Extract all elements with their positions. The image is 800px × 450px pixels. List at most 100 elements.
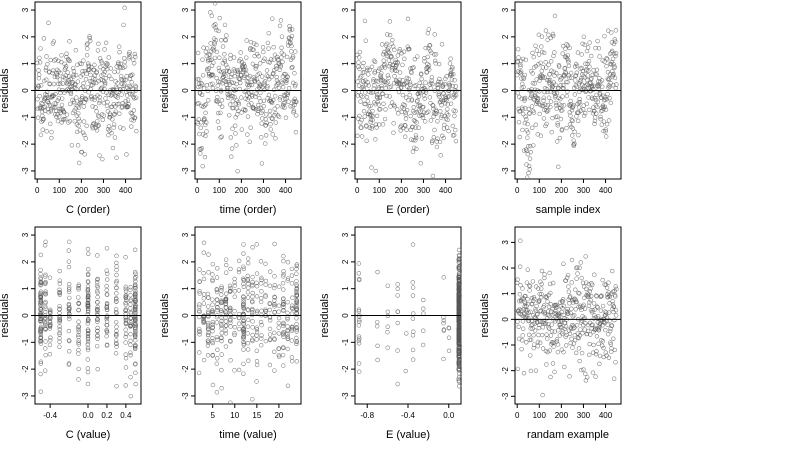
data-point [534, 48, 540, 53]
data-point [35, 115, 41, 120]
data-point [205, 332, 211, 338]
data-point [257, 83, 263, 89]
data-point [76, 295, 81, 300]
data-point [611, 82, 616, 88]
data-point [91, 80, 96, 86]
data-point [103, 40, 109, 46]
data-point [604, 285, 610, 290]
data-point [543, 102, 548, 108]
data-point [588, 88, 593, 94]
data-point [43, 304, 48, 309]
data-point [44, 92, 50, 98]
data-point [133, 330, 138, 335]
data-point [533, 122, 538, 127]
data-point [456, 326, 461, 331]
data-point [565, 43, 571, 48]
data-point [246, 281, 251, 286]
data-point [394, 68, 399, 73]
x-tick-label: 0 [515, 411, 520, 420]
data-point [219, 286, 224, 291]
data-point [104, 287, 109, 293]
data-point [528, 368, 534, 374]
data-point [365, 98, 371, 104]
data-point [272, 368, 277, 373]
data-point [448, 56, 453, 61]
data-point [197, 267, 202, 272]
data-point [132, 327, 138, 332]
data-point [210, 277, 215, 282]
data-point [198, 151, 203, 156]
data-point [539, 49, 545, 55]
data-point [590, 322, 595, 327]
data-point [560, 85, 566, 91]
data-point [128, 342, 133, 348]
data-point [428, 86, 433, 91]
data-point [73, 72, 79, 78]
data-point [588, 286, 593, 291]
data-point [413, 133, 419, 138]
data-point [586, 107, 592, 112]
data-point [373, 122, 379, 127]
data-point [552, 13, 558, 19]
data-point [294, 299, 299, 304]
data-point [96, 41, 101, 47]
data-point [254, 294, 260, 299]
data-point [247, 139, 252, 144]
data-point [578, 78, 584, 83]
data-point [258, 99, 263, 104]
data-point [560, 94, 565, 99]
data-point [441, 318, 447, 323]
data-point [548, 333, 554, 338]
data-point [517, 134, 523, 140]
data-point [241, 336, 246, 341]
data-point [367, 67, 372, 73]
data-point [422, 59, 427, 64]
data-point [592, 118, 598, 124]
data-point [133, 361, 138, 366]
data-point [43, 289, 48, 294]
data-point [123, 365, 129, 370]
data-point [201, 250, 206, 255]
data-point [591, 342, 596, 348]
data-point [456, 376, 461, 382]
data-point [126, 101, 131, 107]
data-point [576, 105, 582, 110]
data-point [38, 326, 43, 331]
data-point [571, 138, 576, 143]
data-point [560, 299, 565, 304]
data-point [228, 266, 233, 272]
data-point [276, 303, 282, 308]
data-point [129, 80, 134, 85]
data-point [271, 45, 276, 50]
data-point [609, 30, 614, 35]
data-point [411, 311, 416, 316]
data-point [241, 75, 247, 80]
data-point [525, 121, 530, 127]
data-point [80, 130, 86, 135]
data-point [279, 55, 284, 60]
data-point [246, 358, 251, 363]
y-tick-label: -2 [501, 367, 510, 375]
data-point [294, 310, 299, 316]
data-point [541, 50, 547, 55]
data-point [122, 5, 127, 11]
data-point [267, 76, 272, 82]
data-point [517, 264, 523, 269]
data-point [102, 69, 107, 74]
data-point [133, 85, 139, 90]
data-point [257, 82, 262, 87]
data-point [237, 77, 243, 82]
y-axis-title: residuals [319, 293, 331, 338]
data-point [605, 331, 611, 337]
data-point [214, 75, 219, 81]
data-point [60, 117, 66, 123]
data-point [129, 117, 134, 123]
data-point [267, 307, 272, 313]
data-point [285, 74, 290, 79]
data-point [79, 149, 85, 155]
data-point [531, 333, 536, 338]
data-point [250, 94, 255, 99]
data-point [530, 322, 535, 327]
data-point [288, 36, 294, 42]
data-point [385, 283, 390, 288]
